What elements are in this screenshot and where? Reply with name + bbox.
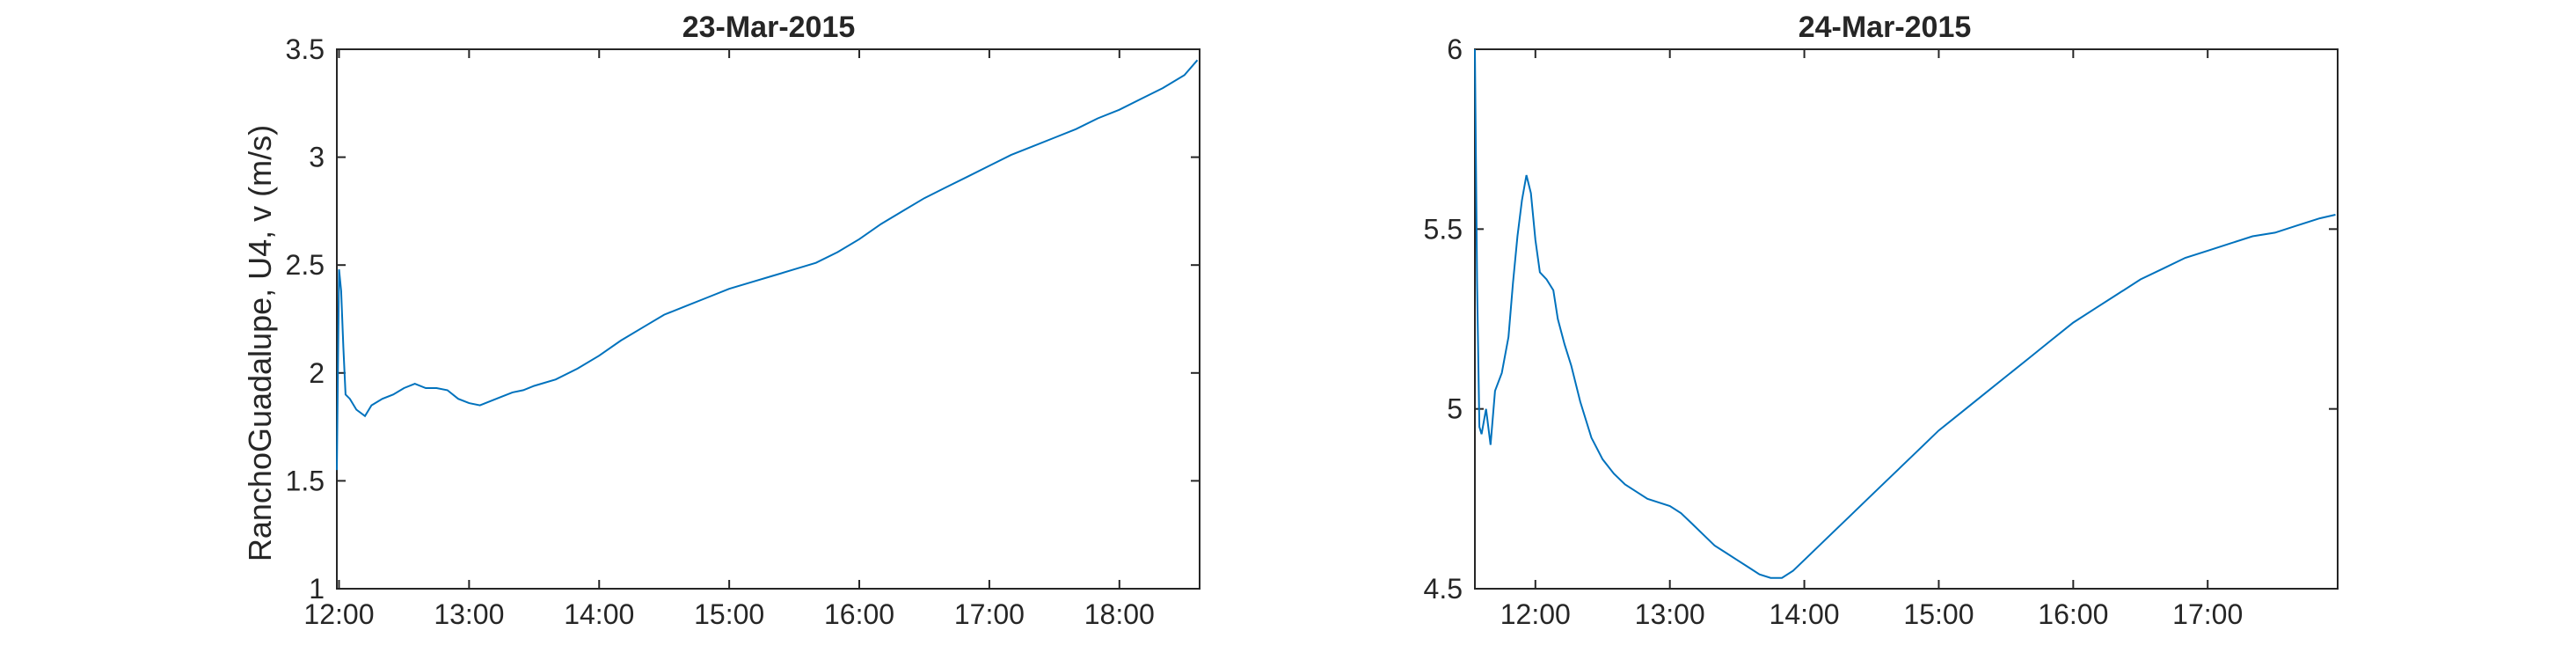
y-tick-label: 6 (1447, 33, 1463, 65)
x-tick-label: 15:00 (694, 598, 764, 630)
x-tick-label: 17:00 (954, 598, 1025, 630)
data-series-line (336, 59, 1199, 471)
y-tick-label: 3.5 (286, 33, 325, 65)
y-tick-label: 2.5 (286, 249, 325, 281)
y-tick-label: 2 (309, 357, 325, 389)
y-tick-label: 3 (309, 142, 325, 173)
chart-title: 23-Mar-2015 (682, 11, 856, 44)
x-tick-label: 16:00 (2038, 598, 2108, 630)
x-tick-labels: 12:00 13:00 14:00 15:00 16:00 17:00 18:00 (303, 598, 1154, 630)
y-tick-labels: 1 1.5 2 2.5 3 3.5 (286, 33, 325, 605)
tick-marks (1475, 48, 2338, 590)
x-tick-label: 18:00 (1084, 598, 1155, 630)
y-tick-label: 5 (1447, 393, 1463, 425)
x-tick-label: 14:00 (564, 598, 634, 630)
chart-panel-23-mar: 23-Mar-2015 RanchoGuadalupe, U4, v (m/s)… (242, 11, 1200, 630)
data-series-line (1474, 48, 2336, 579)
plot-area-frame (336, 48, 1200, 590)
y-tick-label: 4.5 (1424, 573, 1463, 605)
y-tick-label: 5.5 (1424, 213, 1463, 245)
x-tick-label: 16:00 (824, 598, 894, 630)
x-tick-label: 12:00 (1500, 598, 1571, 630)
x-tick-label: 13:00 (1635, 598, 1705, 630)
y-tick-label: 1 (309, 573, 325, 605)
x-tick-labels: 12:00 13:00 14:00 15:00 16:00 17:00 (1500, 598, 2243, 630)
x-tick-label: 14:00 (1770, 598, 1840, 630)
x-tick-label: 15:00 (1903, 598, 1974, 630)
y-tick-label: 1.5 (286, 465, 325, 496)
chart-panel-24-mar: 24-Mar-2015 12:00 13:00 14:00 15:00 16:00 17:… (1424, 11, 2339, 630)
y-tick-labels: 4.5 5 5.5 6 (1424, 33, 1463, 605)
x-tick-label: 13:00 (434, 598, 504, 630)
chart-title: 24-Mar-2015 (1799, 11, 1972, 44)
x-tick-label: 17:00 (2172, 598, 2243, 630)
x-tick-label: 12:00 (303, 598, 374, 630)
y-axis-label: RanchoGuadalupe, U4, v (m/s) (242, 125, 278, 561)
tick-marks (337, 48, 1200, 590)
plot-area-frame (1474, 48, 2339, 590)
